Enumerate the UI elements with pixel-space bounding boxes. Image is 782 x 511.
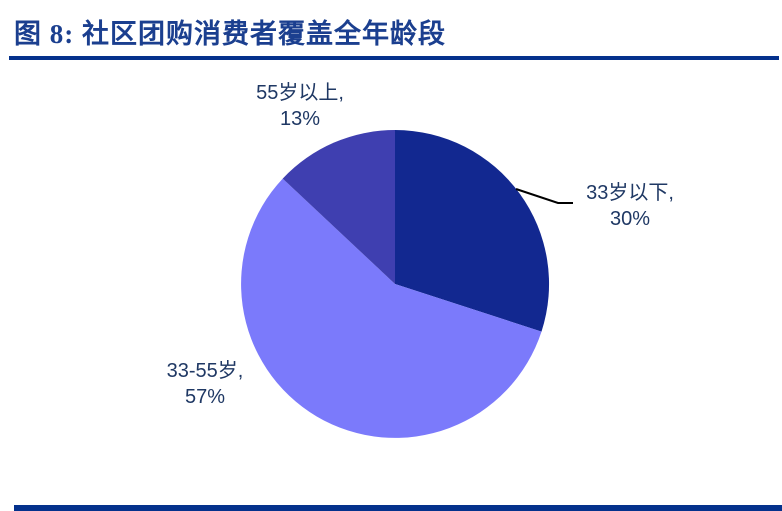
pie-label-under33-name: 33岁以下, <box>586 182 674 204</box>
pie-label-over55: 55岁以上, 13% <box>238 80 362 132</box>
pie-label-under33: 33岁以下, 30% <box>568 180 692 232</box>
title-rule <box>9 56 779 60</box>
pie-slice-under33 <box>395 130 550 332</box>
pie-label-over55-name: 55岁以上, <box>256 82 344 104</box>
pie-label-33-55-value: 57% <box>184 386 226 408</box>
pie-label-33-55-name: 33-55岁, <box>166 360 244 382</box>
pie-slices <box>241 130 550 438</box>
pie-label-under33-value: 30% <box>609 208 651 230</box>
pie-label-33-55: 33-55岁, 57% <box>143 358 267 410</box>
pie-slice-over55 <box>282 130 395 284</box>
figure-title: 图 8: 社区团购消费者覆盖全年龄段 <box>14 19 446 49</box>
leader-line-under33 <box>515 188 573 204</box>
bottom-bar <box>14 505 782 511</box>
pie-slice-33-55 <box>241 178 542 438</box>
pie-label-over55-value: 13% <box>279 108 321 130</box>
